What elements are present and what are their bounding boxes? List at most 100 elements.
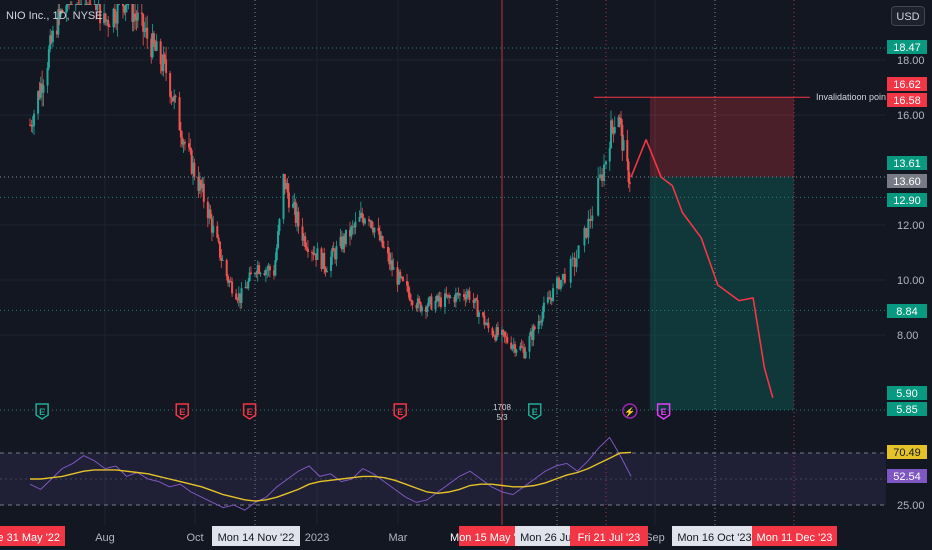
candle-body bbox=[143, 30, 146, 32]
candle-body bbox=[321, 252, 324, 269]
price-label-bg bbox=[887, 193, 927, 207]
price-label: 12.90 bbox=[893, 195, 921, 207]
candle-body bbox=[159, 41, 162, 65]
price-label: 5.90 bbox=[896, 388, 917, 400]
candle-body bbox=[613, 127, 616, 134]
price-tick: 12.00 bbox=[897, 220, 925, 232]
candle-body bbox=[312, 252, 315, 255]
event-marker-label: E bbox=[247, 407, 253, 417]
date-badge: Tue 31 May '22 bbox=[0, 532, 60, 544]
candle-body bbox=[264, 269, 267, 276]
candle-body bbox=[381, 236, 384, 247]
candle-body bbox=[473, 298, 476, 303]
candle-body bbox=[197, 176, 200, 191]
candle-body bbox=[472, 299, 475, 303]
trade-setup[interactable]: Invalidatioon point bbox=[594, 92, 889, 411]
rsi-label-bg bbox=[887, 469, 927, 483]
candle-body bbox=[585, 227, 588, 238]
candle-body bbox=[601, 174, 604, 181]
time-tick: 2023 bbox=[305, 532, 329, 544]
projection-path bbox=[630, 138, 774, 399]
event-marker-flash[interactable]: ⚡ bbox=[622, 403, 638, 419]
candle-body bbox=[142, 14, 145, 32]
candle-body bbox=[380, 236, 383, 241]
candle-body bbox=[468, 290, 471, 300]
candle-body bbox=[55, 30, 58, 35]
candle-body bbox=[434, 300, 437, 310]
candle-body bbox=[179, 130, 182, 138]
candle-body bbox=[273, 270, 275, 276]
candle-body bbox=[39, 83, 42, 98]
candle-body bbox=[116, 4, 119, 24]
candle-body bbox=[124, 4, 127, 13]
date-badge-bg bbox=[672, 526, 757, 546]
event-marker-earnings[interactable]: E bbox=[393, 403, 407, 420]
price-label-bg bbox=[887, 174, 927, 188]
candle-body bbox=[47, 49, 50, 68]
price-label-bg bbox=[887, 93, 927, 107]
candle-body bbox=[76, 4, 79, 5]
candle-body bbox=[618, 117, 621, 119]
price-label: 13.60 bbox=[893, 176, 921, 188]
candle-body bbox=[88, 4, 91, 5]
candle-body bbox=[339, 236, 342, 247]
candle-body bbox=[259, 273, 262, 275]
event-marker-earnings[interactable]: E bbox=[242, 403, 257, 420]
price-label-bg bbox=[887, 77, 927, 91]
candle-body bbox=[171, 97, 174, 102]
price-label: 16.58 bbox=[893, 95, 921, 107]
candle-body bbox=[89, 4, 92, 5]
candle-body bbox=[68, 4, 71, 5]
candle-body bbox=[306, 248, 309, 253]
candle-body bbox=[483, 315, 486, 325]
candle-body bbox=[458, 294, 461, 296]
candle-body bbox=[396, 267, 399, 285]
candle-body bbox=[550, 297, 553, 301]
candle-body bbox=[292, 203, 294, 208]
candle-body bbox=[492, 335, 495, 337]
rsi-pane bbox=[0, 436, 886, 511]
candle-body bbox=[217, 237, 220, 242]
candle-body bbox=[107, 20, 110, 26]
candle-body bbox=[263, 273, 266, 276]
event-marker-earnings[interactable]: E bbox=[656, 403, 671, 420]
candle-body bbox=[220, 257, 223, 261]
candle-body bbox=[406, 281, 408, 286]
candle-body bbox=[240, 288, 243, 303]
event-marker-earnings[interactable]: E bbox=[527, 403, 542, 420]
candle-body bbox=[268, 266, 271, 271]
candle-body bbox=[93, 4, 96, 5]
candle-body bbox=[591, 215, 594, 221]
candle-body bbox=[467, 290, 470, 295]
projection bbox=[630, 138, 774, 399]
candle-body bbox=[546, 297, 549, 303]
candle-body bbox=[435, 295, 438, 301]
candle-body bbox=[506, 336, 509, 343]
invalidation-label: Invalidatioon point bbox=[816, 92, 889, 102]
candle-body bbox=[274, 260, 277, 276]
candle-body bbox=[77, 4, 80, 5]
candle-body bbox=[599, 174, 602, 178]
candle-body bbox=[275, 247, 278, 261]
candle-body bbox=[453, 297, 456, 303]
candle-body bbox=[388, 253, 391, 265]
candle-body bbox=[187, 143, 190, 148]
crosshair-lines bbox=[0, 0, 886, 525]
candle-body bbox=[201, 183, 204, 189]
currency-button[interactable]: USD bbox=[891, 6, 925, 26]
candle-body bbox=[351, 226, 354, 228]
candle-body bbox=[181, 137, 184, 145]
event-marker-earnings[interactable]: E bbox=[175, 403, 189, 420]
event-marker-label: E bbox=[39, 407, 45, 417]
rsi-line bbox=[29, 436, 632, 511]
flash-icon bbox=[622, 403, 638, 419]
candle-body bbox=[519, 346, 522, 350]
candle-body bbox=[369, 220, 372, 222]
candle-body bbox=[349, 229, 351, 237]
candle-body bbox=[415, 304, 418, 309]
event-marker-earnings[interactable]: E bbox=[35, 403, 49, 420]
stop-zone bbox=[649, 97, 794, 177]
candle-body bbox=[115, 22, 118, 24]
